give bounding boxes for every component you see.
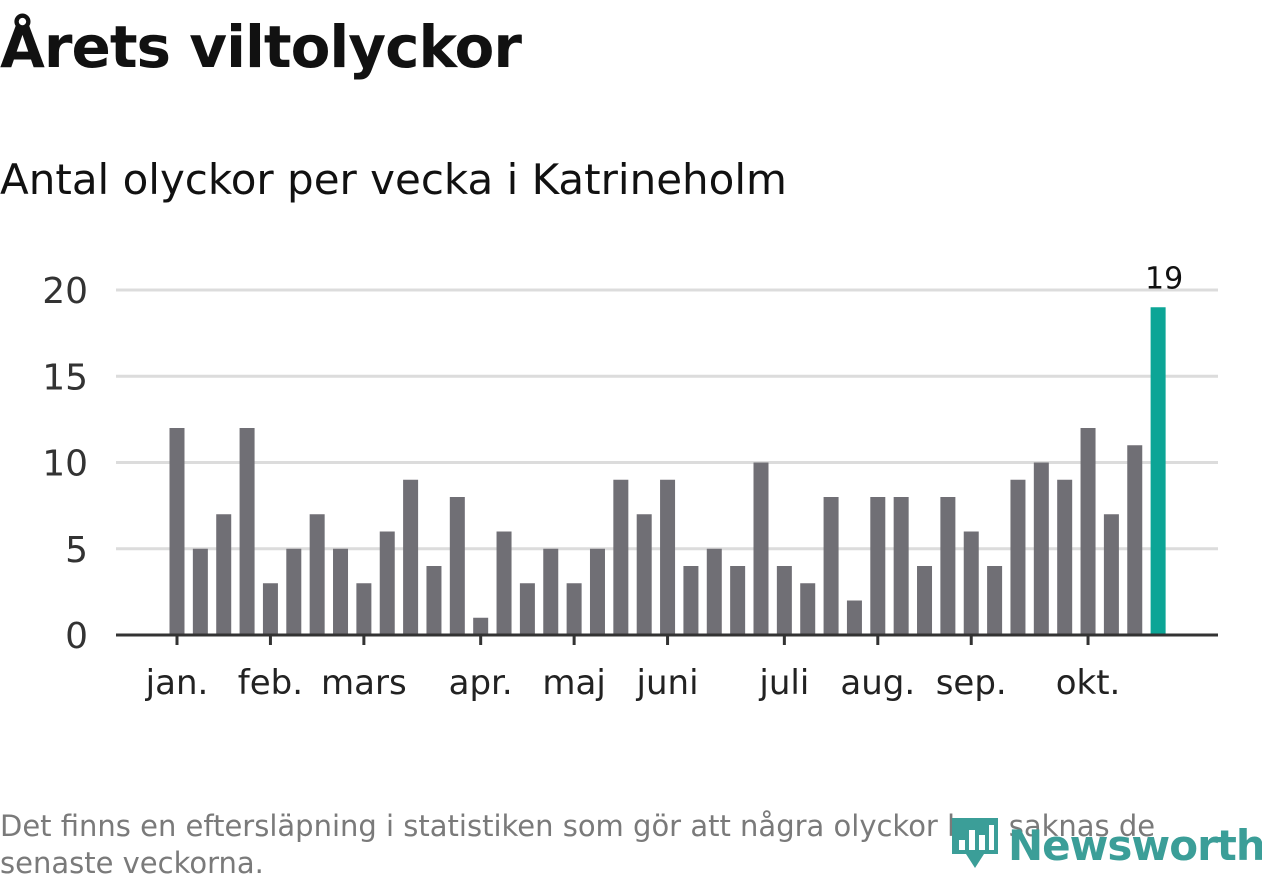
x-tick-label: juli [758,663,809,703]
y-tick-label: 0 [65,616,88,657]
bar [519,583,535,635]
x-tick-label: aug. [840,663,915,703]
bar [566,583,582,635]
bar [543,548,559,635]
bar [963,531,979,635]
bar-value-label: 19 [1145,261,1183,296]
x-tick-label: apr. [449,663,513,703]
bar [1080,428,1096,635]
y-tick-label: 5 [65,530,88,571]
bars [169,307,1166,635]
x-tick-label: feb. [238,663,303,703]
bar [776,566,792,635]
y-tick-label: 15 [42,357,88,398]
bar [730,566,746,635]
bar [800,583,816,635]
bar [403,479,419,635]
y-tick-label: 10 [42,444,88,485]
x-tick-label: maj [542,663,605,703]
bar [262,583,278,635]
newsworthy-logo: Newsworthy [950,812,1262,878]
bar [753,462,769,635]
bar [823,497,839,635]
bar [636,514,652,635]
bar [1033,462,1049,635]
annotations: 19 [1145,261,1183,296]
chart-title: Årets viltolyckor [0,13,522,81]
newsworthy-logo-icon [952,818,998,868]
bar [286,548,302,635]
bar [1057,479,1073,635]
bar [449,497,465,635]
x-tick-label: juni [636,663,699,703]
bar [473,617,489,635]
x-axis [116,633,1218,645]
bar [1103,514,1119,635]
bar [683,566,699,635]
bar [309,514,325,635]
bar-chart: 0 5 10 15 20 jan. feb. mars apr. maj juni juli aug.… [42,261,1218,703]
bar [192,548,208,635]
bar [846,600,862,635]
y-tick-label: 20 [42,271,88,312]
bar [426,566,442,635]
bar [940,497,956,635]
bar-highlighted [1150,307,1166,635]
bar [917,566,933,635]
bar [870,497,886,635]
bar [169,428,185,635]
brand-name: Newsworthy [1008,820,1262,870]
bar [1127,445,1143,635]
x-tick-label: mars [321,663,407,703]
x-tick-label: jan. [145,663,209,703]
bar [987,566,1003,635]
bar [379,531,395,635]
bar [239,428,255,635]
y-axis-labels: 0 5 10 15 20 [42,271,88,657]
bar [496,531,512,635]
bar [333,548,349,635]
x-tick-label: okt. [1056,663,1121,703]
x-tick-label: sep. [936,663,1007,703]
bar [589,548,605,635]
x-axis-labels: jan. feb. mars apr. maj juni juli aug. sep. okt. [145,663,1121,703]
bar [356,583,372,635]
bar [660,479,676,635]
bar [216,514,232,635]
bar [706,548,722,635]
bar [613,479,629,635]
bar [893,497,909,635]
bar [1010,479,1026,635]
chart-subtitle: Antal olyckor per vecka i Katrineholm [0,155,787,204]
